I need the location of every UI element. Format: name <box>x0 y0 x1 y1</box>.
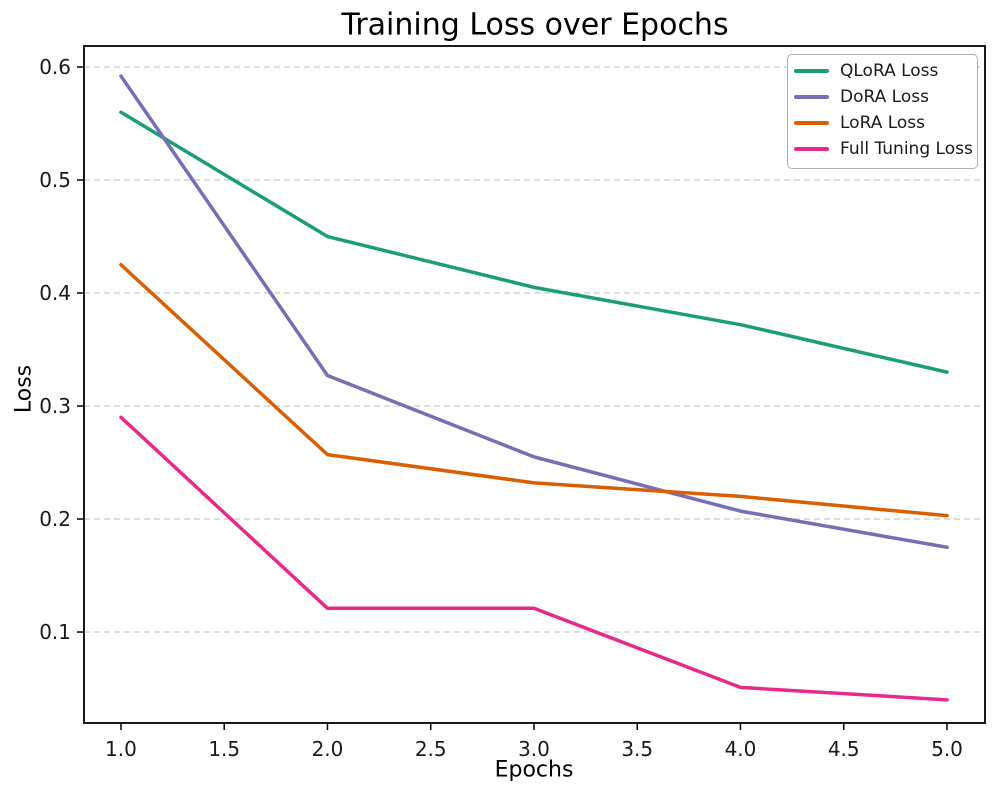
legend-item-lora-loss: LoRA Loss <box>794 110 969 136</box>
y-tick-label: 0.4 <box>39 281 71 305</box>
x-tick-label: 4.5 <box>828 737 860 761</box>
legend-line-swatch <box>794 95 829 99</box>
x-tick-label: 5.0 <box>931 737 963 761</box>
legend-line-swatch <box>794 121 829 125</box>
legend-label: Full Tuning Loss <box>840 139 973 159</box>
x-tick-label: 2.5 <box>415 737 447 761</box>
series-line-qlora-loss <box>119 110 949 374</box>
y-tick-label: 0.2 <box>39 507 71 531</box>
series-line-dora-loss <box>119 74 949 550</box>
x-tick-label: 1.5 <box>208 737 240 761</box>
x-tick-label: 3.0 <box>518 737 550 761</box>
chart-title: Training Loss over Epochs <box>341 7 729 43</box>
legend-item-full-tuning-loss: Full Tuning Loss <box>794 136 973 162</box>
legend-line-swatch <box>794 69 829 73</box>
legend-label: QLoRA Loss <box>840 61 939 81</box>
legend: QLoRA Loss DoRA Loss LoRA Loss Full Tuning … <box>787 54 978 169</box>
legend-label: DoRA Loss <box>840 87 929 107</box>
legend-label: LoRA Loss <box>840 113 926 133</box>
legend-item-dora-loss: DoRA Loss <box>794 84 969 110</box>
y-tick-label: 0.3 <box>39 394 71 418</box>
series-line-lora-loss <box>119 263 949 518</box>
y-tick-label: 0.5 <box>39 168 71 192</box>
x-tick-label: 2.0 <box>312 737 344 761</box>
x-tick-label: 1.0 <box>105 737 137 761</box>
x-tick-label: 3.5 <box>621 737 653 761</box>
series-line-full-tuning-loss <box>119 415 949 702</box>
y-tick-label: 0.1 <box>39 620 71 644</box>
legend-item-qlora-loss: QLoRA Loss <box>794 58 969 84</box>
legend-line-swatch <box>794 147 829 151</box>
y-tick-label: 0.6 <box>39 55 71 79</box>
y-axis-label: Loss <box>11 364 37 414</box>
x-tick-label: 4.0 <box>725 737 757 761</box>
x-axis-label: Epochs <box>494 757 574 783</box>
